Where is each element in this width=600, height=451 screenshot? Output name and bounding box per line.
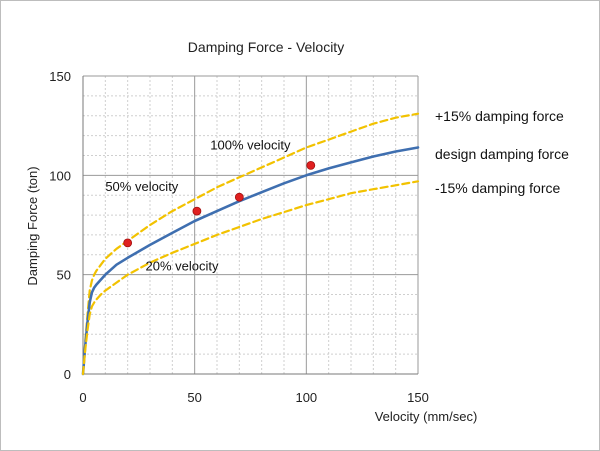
y-tick-label: 100 [49, 168, 71, 183]
upper-bound-line [81, 112, 420, 376]
major-gridlines [83, 75, 419, 374]
y-axis-title: Damping Force (ton) [25, 166, 40, 285]
x-axis-title: Velocity (mm/sec) [375, 409, 478, 424]
series-lines [81, 112, 420, 376]
velocity-annotation: 100% velocity [210, 138, 291, 153]
design-force-line [81, 146, 420, 376]
x-tick-label: 50 [187, 390, 201, 405]
tick-labels: 0 50 100 150 0 50 100 150 [49, 69, 429, 405]
y-tick-label: 150 [49, 69, 71, 84]
data-point [306, 160, 316, 170]
x-tick-label: 150 [407, 390, 429, 405]
x-tick-label: 0 [79, 390, 86, 405]
legend-lower-label: -15% damping force [435, 180, 561, 196]
x-tick-label: 100 [295, 390, 317, 405]
lower-bound-line [81, 180, 420, 376]
data-point [234, 192, 244, 202]
data-point [192, 206, 202, 216]
chart-title: Damping Force - Velocity [188, 39, 344, 55]
legend-design-label: design damping force [435, 146, 569, 162]
velocity-annotation: 50% velocity [105, 179, 178, 194]
y-tick-label: 0 [64, 367, 71, 382]
legend-upper-label: +15% damping force [435, 108, 564, 124]
data-point [123, 238, 133, 248]
minor-gridlines [83, 76, 418, 374]
axes [82, 76, 418, 375]
annotations: 100% velocity 50% velocity 20% velocity [105, 138, 291, 274]
data-points [123, 160, 316, 248]
velocity-annotation: 20% velocity [146, 259, 219, 274]
y-tick-label: 50 [57, 268, 71, 283]
